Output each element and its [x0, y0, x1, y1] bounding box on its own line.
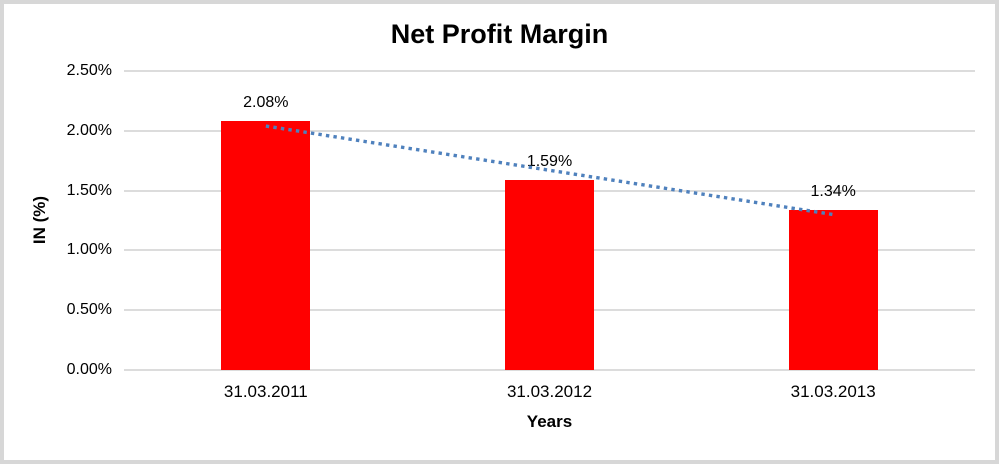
bar-data-label: 1.34% — [810, 182, 856, 200]
plot-area: 2.08% 31.03.2011 1.59% 31.03.2012 1.34% 31.03… — [124, 70, 975, 401]
x-tick-label: 31.03.2012 — [506, 382, 593, 401]
y-tick-label: 1.00% — [66, 241, 112, 259]
y-axis-title: IN (%) — [30, 195, 49, 245]
x-tick-label: 31.03.2013 — [790, 382, 876, 401]
y-tick-label: 1.50% — [66, 181, 112, 199]
bar-data-label: 1.59% — [526, 152, 573, 170]
chart-title: Net Profit Margin — [390, 19, 609, 49]
bar — [221, 121, 311, 370]
x-tick-label: 31.03.2011 — [223, 382, 308, 401]
y-tick-label: 0.50% — [66, 301, 112, 319]
bar — [788, 209, 878, 370]
y-tick-label: 2.50% — [66, 62, 112, 79]
gridline — [124, 369, 975, 371]
y-tick-label: 0.00% — [66, 361, 112, 378]
bar — [505, 179, 594, 370]
gridline — [124, 70, 975, 72]
bar-data-label: 2.08% — [243, 94, 289, 112]
x-axis-title: Years — [526, 412, 573, 431]
y-tick-label: 2.00% — [66, 121, 112, 139]
